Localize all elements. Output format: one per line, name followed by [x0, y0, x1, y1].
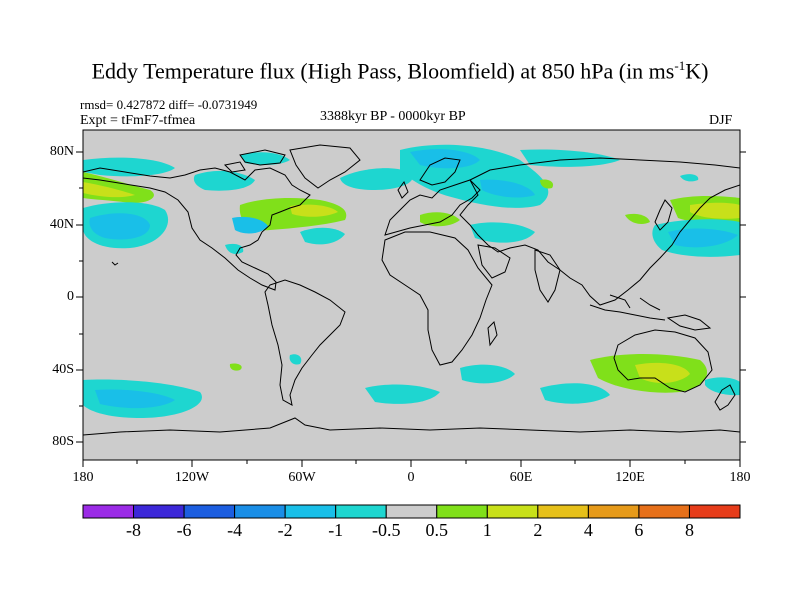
colorbar-swatch	[82, 504, 135, 519]
lon-label-180w: 180	[72, 470, 94, 485]
lat-label-40s: 40S	[52, 362, 74, 377]
anomaly-positive-region	[83, 182, 135, 198]
colorbar-swatch	[234, 504, 286, 519]
coastline-arabia	[477, 244, 511, 279]
colorbar-swatch	[587, 504, 640, 519]
colorbar-swatch	[284, 504, 337, 519]
anomaly-negative-region	[470, 222, 535, 243]
coastline-uk	[397, 180, 409, 199]
colorbar-swatch	[436, 504, 488, 519]
anomaly-negative-region	[680, 174, 699, 182]
coastline-north-america	[83, 167, 311, 291]
coastline-greenland	[289, 144, 361, 189]
season-label: DJF	[709, 113, 733, 128]
colorbar-swatch	[335, 504, 387, 519]
colorbar-tick-label: -6	[176, 520, 192, 540]
anomaly-negative-region	[340, 168, 413, 190]
anomaly-negative-region	[300, 227, 345, 245]
anomaly-negative-region	[460, 364, 515, 384]
anomaly-negative-region	[89, 213, 150, 240]
anomaly-negative-region	[480, 179, 535, 198]
coastline-japan	[654, 199, 673, 231]
lat-label-80n: 80N	[49, 144, 74, 159]
coastline-new-zealand	[714, 384, 736, 411]
colorbar-swatch	[486, 504, 539, 519]
map-title: Eddy Temperature flux (High Pass, Bloomf…	[0, 58, 800, 84]
anomaly-negative-region	[232, 216, 268, 234]
coastline-antarctica	[83, 417, 740, 436]
anomaly-negative-region	[240, 152, 290, 165]
lat-label-equator: 0	[67, 289, 74, 304]
coastline-indonesia	[589, 294, 666, 321]
lon-label-0: 0	[407, 470, 415, 485]
lon-label-60w: 60W	[288, 470, 316, 485]
title-tail: K)	[685, 58, 709, 84]
coastline-south-america	[264, 279, 346, 406]
anomaly-negative-region	[705, 377, 740, 396]
colorbar-tick-label: -4	[227, 520, 243, 540]
axis-ticks	[76, 151, 746, 467]
colorbar-tick-label: 1	[482, 520, 492, 540]
lon-label-120e: 120E	[615, 470, 645, 485]
colorbar	[82, 504, 741, 519]
anomaly-negative-region	[520, 149, 620, 167]
anomaly-negative-region	[193, 170, 255, 191]
colorbar-tick-label: 2	[533, 520, 543, 540]
anomaly-positive-region	[540, 179, 554, 189]
coastline-india	[534, 249, 561, 303]
anomaly-negative-region	[668, 228, 738, 248]
anomaly-positive-region	[290, 204, 338, 217]
colorbar-tick-label: -1	[328, 520, 344, 540]
colorbar-swatch	[183, 504, 236, 519]
anomaly-negative-region	[289, 354, 302, 365]
colorbar-swatch	[133, 504, 185, 519]
anomaly-negative-region	[365, 384, 440, 404]
anomaly-positive-region	[690, 202, 740, 219]
colorbar-tick-label: 8	[684, 520, 694, 540]
coastline-hawaii	[111, 261, 119, 266]
lon-label-60e: 60E	[509, 470, 533, 485]
colorbar-swatch	[688, 504, 741, 519]
colorbar-swatch	[537, 504, 589, 519]
flux-anomaly-shading	[83, 144, 740, 418]
lat-label-80s: 80S	[52, 434, 74, 449]
anomaly-negative-region	[410, 149, 480, 169]
anomaly-negative-region	[225, 243, 244, 254]
colorbar-tick-label: -8	[126, 520, 142, 540]
coastline-new-guinea	[666, 314, 712, 331]
lon-label-180e: 180	[729, 470, 751, 485]
anomaly-negative-region	[95, 389, 175, 409]
coastline-africa	[381, 231, 493, 366]
colorbar-swatch	[638, 504, 690, 519]
colorbar-tick-label: -2	[277, 520, 293, 540]
period-label: 3388kyr BP - 0000kyr BP	[320, 109, 466, 124]
colorbar-swatch	[385, 504, 438, 519]
coastline-asia	[459, 157, 740, 306]
colorbar-tick-label: 0.5	[425, 520, 449, 540]
title-superscript: -1	[674, 58, 686, 73]
coastline-australia	[613, 329, 713, 393]
colorbar-tick-label: 6	[634, 520, 644, 540]
lon-label-120w: 120W	[174, 470, 210, 485]
colorbar-tick-label: -0.5	[371, 520, 401, 540]
anomaly-positive-region	[229, 363, 242, 371]
coastline-arctic-islands	[223, 149, 286, 173]
coastlines	[83, 144, 740, 436]
colorbar-tick-label: 4	[583, 520, 593, 540]
expt-label: Expt = tFmF7-tfmea	[80, 113, 196, 128]
title-main: Eddy Temperature flux (High Pass, Bloomf…	[91, 58, 675, 84]
anomaly-positive-region	[625, 213, 650, 224]
lat-label-40n: 40N	[49, 217, 74, 232]
coastline-madagascar	[487, 321, 498, 347]
coastline-scandinavia	[419, 157, 461, 186]
rmsd-diff-stat: rmsd= 0.427872 diff= -0.0731949	[80, 97, 258, 112]
anomaly-negative-region	[83, 157, 175, 177]
anomaly-negative-region	[540, 383, 610, 404]
